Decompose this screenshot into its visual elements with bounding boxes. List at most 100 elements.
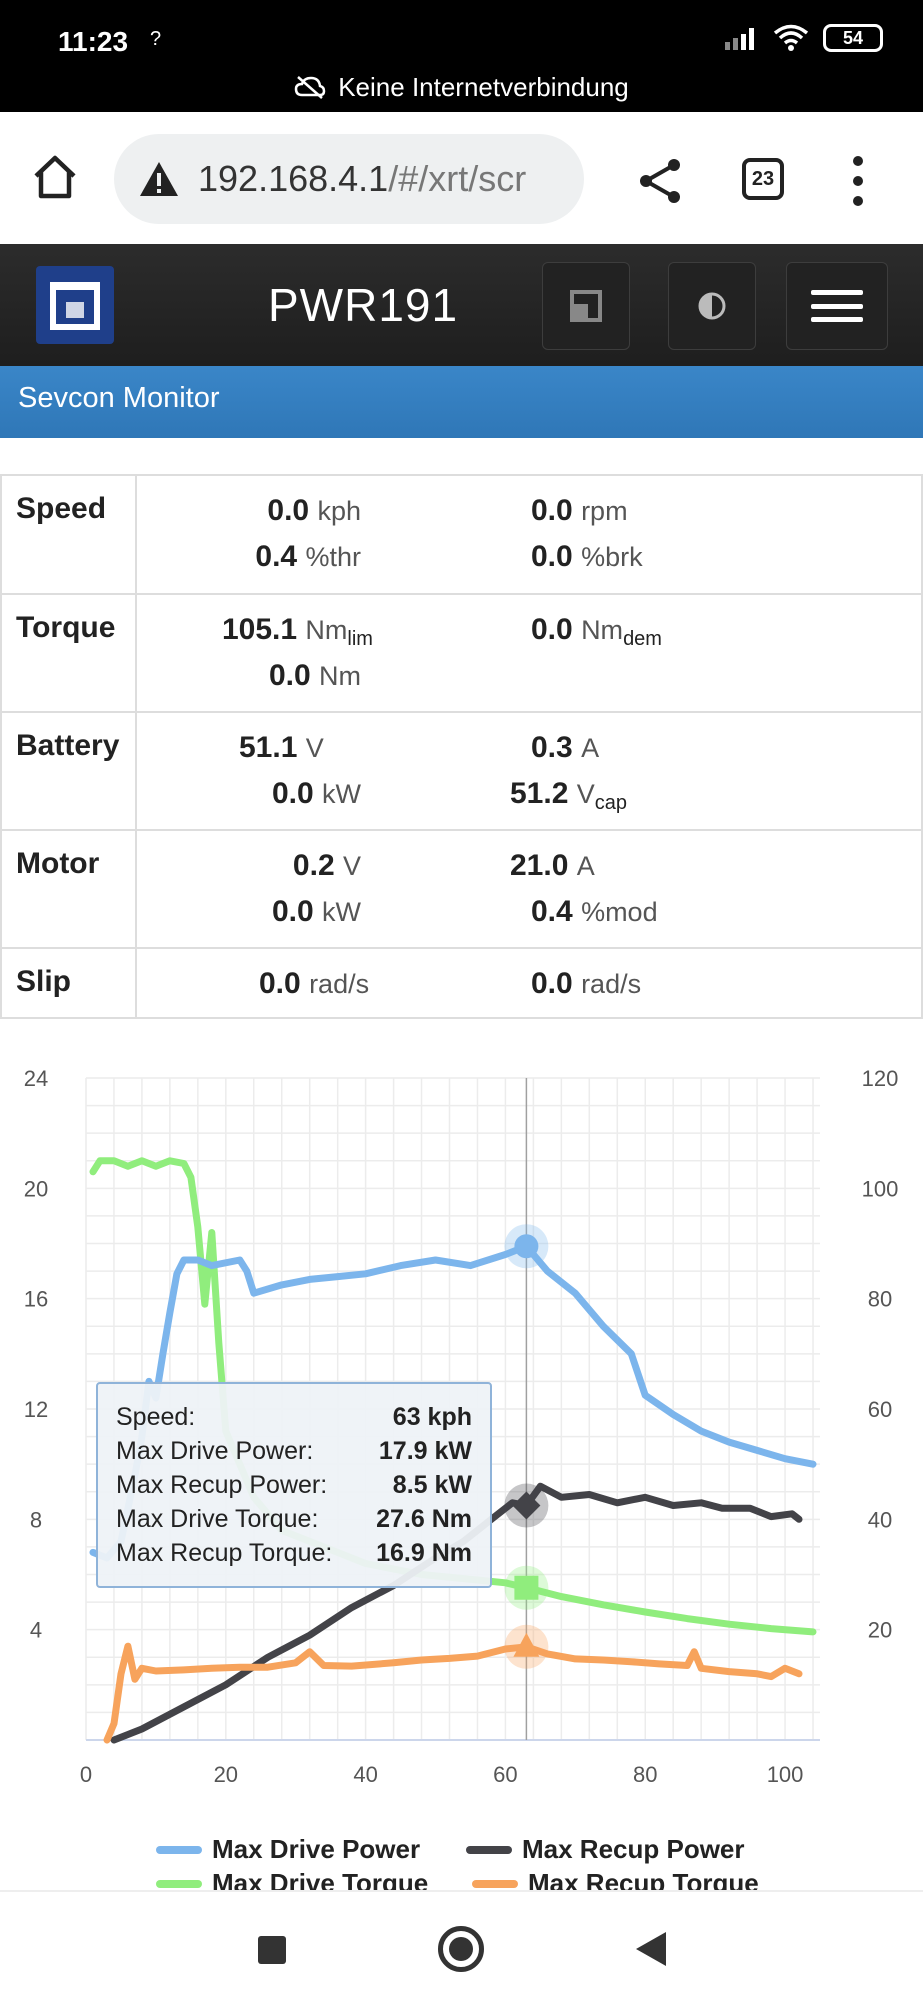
x-tick-label: 80 (633, 1762, 657, 1787)
layout-button[interactable] (542, 262, 630, 350)
table-row: Motor 0.2 V 21.0 A 0.0 kW 0.4 %mod (0, 829, 923, 949)
metrics-table: Speed 0.0 kph 0.0 rpm 0.4 %thr 0.0 %brk … (0, 474, 923, 1019)
tooltip-row: Max Drive Power: 17.9 kW (116, 1436, 472, 1465)
y-right-tick-label: 20 (868, 1618, 892, 1643)
menu-button[interactable] (786, 262, 888, 350)
y-right-tick-label: 40 (868, 1507, 892, 1532)
recent-apps-icon[interactable] (258, 1936, 286, 1964)
row-values: 0.0 rad/s 0.0 rad/s (135, 947, 923, 1019)
contrast-icon (698, 292, 726, 320)
legend-item-max-drive-power[interactable]: Max Drive Power (156, 1834, 420, 1865)
offline-text: Keine Internetverbindung (338, 72, 629, 102)
url-host: 192.168.4.1 (198, 158, 389, 199)
chart-tooltip: Speed: 63 kph Max Drive Power: 17.9 kW Max… (96, 1382, 492, 1588)
row-values: 0.2 V 21.0 A 0.0 kW 0.4 %mod (135, 829, 923, 949)
value-cell: 0.0 rad/s (531, 967, 642, 1000)
system-status-bar: 11:23 ? 54 Keine Internetverbindung (0, 0, 923, 112)
x-tick-label: 0 (80, 1762, 92, 1787)
value-cell: 51.2 Vcap (510, 777, 627, 814)
y-left-tick-label: 12 (24, 1397, 48, 1422)
row-label: Torque (0, 593, 137, 713)
y-left-tick-label: 20 (24, 1176, 48, 1201)
value-cell: 0.0 %brk (531, 540, 643, 573)
battery-indicator: 54 (823, 24, 883, 52)
legend-item-max-recup-power[interactable]: Max Recup Power (466, 1834, 745, 1865)
row-values: 0.0 kph 0.0 rpm 0.4 %thr 0.0 %brk (135, 474, 923, 595)
legend-item-max-drive-torque[interactable]: Max Drive Torque (156, 1868, 428, 1890)
value-cell: 105.1 Nmlim (222, 613, 373, 650)
x-tick-label: 100 (767, 1762, 804, 1787)
warning-icon[interactable] (138, 160, 180, 198)
cellular-signal-icon (725, 28, 754, 50)
hover-marker-max-recup-power (512, 1491, 541, 1520)
value-cell: 0.0 kW (271, 777, 361, 810)
x-tick-label: 60 (493, 1762, 517, 1787)
layout-icon (570, 290, 602, 322)
y-right-tick-label: 100 (862, 1176, 899, 1201)
cloud-off-icon (294, 76, 326, 99)
hover-marker-max-drive-torque (514, 1575, 539, 1600)
y-right-tick-label: 80 (868, 1287, 892, 1312)
x-tick-label: 40 (353, 1762, 377, 1787)
value-cell: 0.0 kph (267, 494, 361, 527)
app-title: PWR191 (268, 279, 459, 331)
address-bar[interactable]: 192.168.4.1/#/xrt/scr (114, 134, 584, 224)
value-cell: 21.0 A (510, 849, 595, 882)
home-icon[interactable] (30, 152, 80, 202)
back-icon[interactable] (636, 1932, 666, 1966)
home-nav-icon[interactable] (438, 1926, 484, 1972)
row-label: Slip (0, 947, 137, 1019)
value-cell: 0.0 rad/s (259, 967, 370, 1000)
y-right-tick-label: 120 (862, 1066, 899, 1091)
more-options-icon[interactable] (852, 156, 864, 206)
signal-unknown-icon: ? (150, 28, 162, 50)
row-label: Battery (0, 711, 137, 831)
value-cell: 0.4 %mod (531, 895, 658, 928)
wifi-icon (773, 24, 809, 51)
system-nav-bar (0, 1890, 923, 2000)
url-text[interactable]: 192.168.4.1/#/xrt/scr (198, 158, 526, 200)
value-cell: 0.0 kW (271, 895, 361, 928)
chart-legend: Max Drive Power Max Recup Power Max Driv… (0, 1830, 923, 1890)
row-values: 51.1 V 0.3 A 0.0 kW 51.2 Vcap (135, 711, 923, 831)
value-cell: 0.3 A (531, 731, 600, 764)
section-title: Sevcon Monitor (0, 366, 923, 438)
table-row: Speed 0.0 kph 0.0 rpm 0.4 %thr 0.0 %brk (0, 474, 923, 595)
y-left-tick-label: 8 (30, 1507, 42, 1532)
hover-marker-max-recup-torque (513, 1632, 540, 1657)
tooltip-row: Speed: 63 kph (116, 1402, 472, 1431)
value-cell: 0.0 Nmdem (531, 613, 662, 650)
row-values: 105.1 Nmlim 0.0 Nmdem 0.0 Nm (135, 593, 923, 713)
row-label: Motor (0, 829, 137, 949)
url-path: /#/xrt/scr (388, 158, 527, 199)
value-cell: 0.0 rpm (531, 494, 628, 527)
tab-count-button[interactable]: 23 (742, 158, 784, 200)
tooltip-row: Max Recup Power: 8.5 kW (116, 1470, 472, 1499)
row-label: Speed (0, 474, 137, 595)
value-cell: 0.2 V (292, 849, 361, 882)
tooltip-row: Max Drive Torque: 27.6 Nm (116, 1504, 472, 1533)
legend-item-max-recup-torque[interactable]: Max Recup Torque (472, 1868, 759, 1890)
tooltip-row: Max Recup Torque: 16.9 Nm (116, 1538, 472, 1567)
app-logo (36, 266, 114, 344)
table-row: Torque 105.1 Nmlim 0.0 Nmdem 0.0 Nm (0, 593, 923, 713)
offline-banner: Keine Internetverbindung (0, 72, 923, 103)
value-cell: 0.4 %thr (255, 540, 361, 573)
x-tick-label: 20 (214, 1762, 238, 1787)
y-left-tick-label: 4 (30, 1618, 42, 1643)
value-cell: 0.0 Nm (268, 659, 361, 692)
clock: 11:23 (58, 26, 129, 57)
theme-toggle-button[interactable] (668, 262, 756, 350)
series-line-max-recup-torque (103, 1642, 803, 1744)
y-left-tick-label: 16 (24, 1287, 48, 1312)
y-right-tick-label: 60 (868, 1397, 892, 1422)
table-row: Slip 0.0 rad/s 0.0 rad/s (0, 947, 923, 1019)
y-left-tick-label: 24 (24, 1066, 48, 1091)
hamburger-icon (811, 290, 863, 322)
value-cell: 51.1 V (239, 731, 324, 764)
app-header: PWR191 (0, 244, 923, 366)
share-icon[interactable] (636, 156, 686, 206)
hover-marker-max-drive-power (514, 1234, 539, 1259)
browser-toolbar: 192.168.4.1/#/xrt/scr 23 (0, 112, 923, 244)
status-icons: 54 (725, 24, 883, 52)
